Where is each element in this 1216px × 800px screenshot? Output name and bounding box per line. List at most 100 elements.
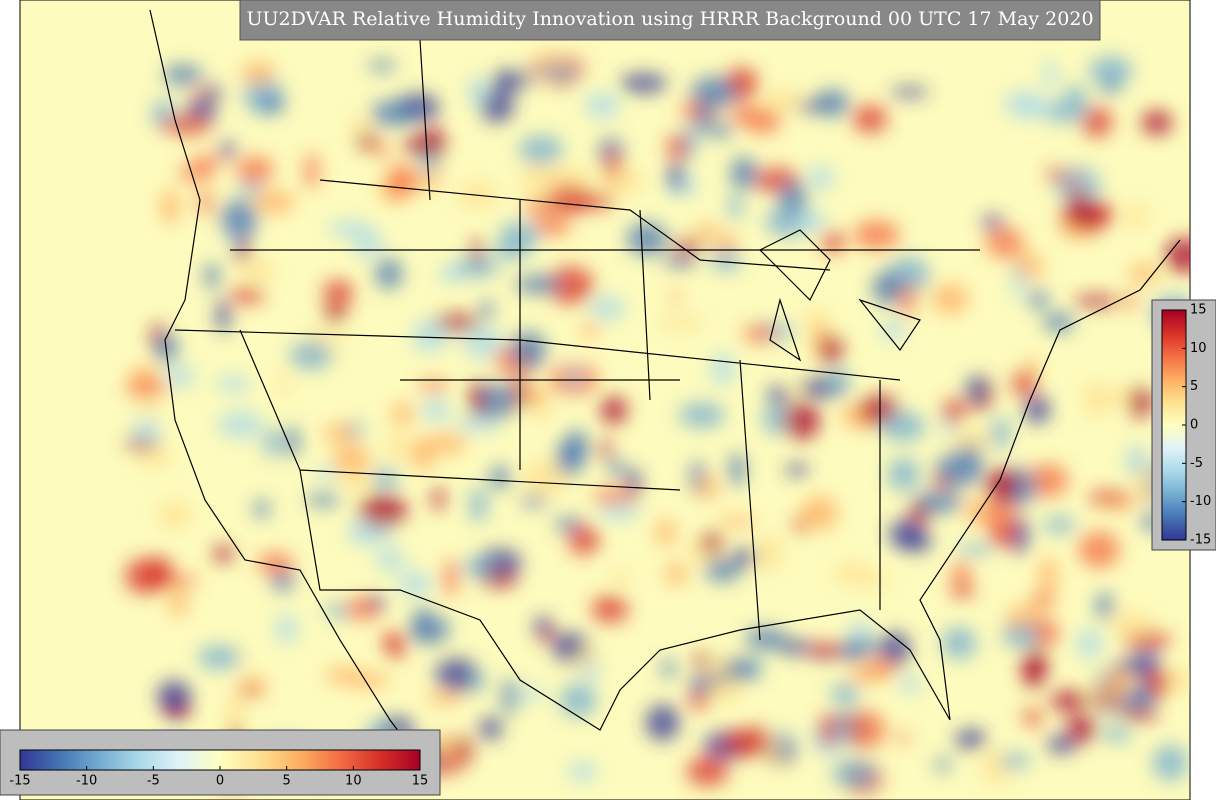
field-blob [713, 233, 739, 255]
field-blob [743, 107, 782, 134]
field-blob [600, 396, 628, 425]
field-blob [230, 286, 265, 304]
field-blob [469, 486, 488, 523]
field-blob [323, 279, 353, 308]
field-blob [215, 375, 251, 393]
field-blob [990, 417, 1011, 450]
field-blob [733, 547, 757, 567]
field-blob [1095, 591, 1114, 621]
field-blob [370, 100, 418, 126]
field-blob [1106, 668, 1135, 690]
field-blob [165, 365, 195, 388]
field-blob [125, 380, 167, 398]
field-blob [607, 458, 624, 477]
field-blob [831, 759, 877, 788]
field-blob [846, 710, 886, 749]
field-blob [1011, 371, 1037, 397]
field-blob [489, 465, 511, 490]
colorbar-tick-label: 5 [1190, 379, 1198, 394]
field-blob [592, 488, 638, 506]
field-blob [900, 285, 916, 318]
field-blob [1082, 382, 1113, 416]
field-blob [598, 502, 640, 521]
field-blob [342, 470, 370, 493]
field-blob [663, 256, 698, 267]
field-blob [604, 147, 621, 183]
field-blob [778, 640, 815, 655]
field-blob [454, 415, 501, 432]
field-blob [686, 756, 729, 787]
field-blob [157, 501, 192, 529]
field-blob [955, 729, 987, 750]
field-blob [767, 386, 790, 405]
field-blob [692, 224, 720, 237]
field-blob [471, 671, 486, 693]
field-blob [756, 535, 782, 571]
field-blob [559, 683, 597, 718]
colorbars: -15 -10 -5 0 5 10 15 15 10 5 0 -5 -10 -15 [9, 303, 1211, 789]
field-blob [887, 457, 920, 492]
field-blob [216, 298, 230, 333]
field-blob [664, 562, 688, 585]
field-blob [941, 627, 977, 660]
field-blob [861, 660, 899, 673]
colorbar-tick-label: -5 [1190, 456, 1203, 471]
field-blob [480, 299, 494, 321]
field-blob [546, 184, 591, 215]
field-blob [743, 325, 776, 343]
field-blob [515, 275, 561, 294]
colorbar-tick-label: 5 [283, 774, 291, 789]
field-blob [589, 296, 625, 321]
field-blob [564, 429, 589, 465]
field-blob [1043, 516, 1076, 534]
field-blob [443, 559, 458, 597]
field-blob [990, 524, 1015, 548]
field-blob [1121, 294, 1138, 309]
field-blob [880, 411, 926, 442]
field-blob [1081, 106, 1113, 138]
field-blob [1089, 56, 1133, 86]
field-blob [872, 270, 904, 306]
field-blob [1012, 262, 1025, 300]
title-box [239, 0, 1101, 41]
field-blob [422, 397, 450, 423]
field-blob [411, 319, 448, 353]
colorbar-tick-label: -15 [9, 774, 30, 789]
field-blob [728, 193, 743, 221]
field-blob [470, 379, 486, 418]
field-blob [801, 495, 838, 531]
field-blob [568, 761, 597, 782]
field-blob [744, 627, 788, 651]
field-blob [985, 227, 1024, 258]
field-blob [523, 199, 554, 215]
field-blob [165, 115, 211, 137]
field-blob [317, 466, 337, 483]
field-blob [1094, 205, 1115, 225]
field-blob [323, 423, 356, 443]
field-blob [832, 563, 875, 585]
field-blob [386, 430, 407, 462]
field-blob [258, 95, 285, 114]
field-blob [519, 387, 550, 403]
field-blob [807, 166, 835, 190]
field-blob [547, 266, 594, 305]
field-blob [1076, 628, 1103, 659]
map-title: UU2DVAR Relative Humidity Innovation usi… [246, 8, 1093, 30]
field-blob [323, 307, 347, 323]
field-blob [1021, 709, 1043, 722]
field-blob [981, 215, 1004, 230]
field-blob [372, 467, 399, 489]
field-blob [518, 135, 564, 165]
field-blob [257, 552, 294, 575]
field-blob [985, 468, 1019, 501]
field-blob [667, 134, 688, 160]
colorbar-tick-label: 15 [1190, 303, 1207, 318]
field-blob [204, 262, 220, 291]
field-blob [591, 595, 629, 624]
colorbar-tick-label: 0 [216, 774, 224, 789]
field-blob [581, 320, 598, 340]
field-blob [520, 495, 548, 507]
field-blob [691, 675, 727, 687]
field-blob [1087, 687, 1127, 706]
field-blob [135, 450, 173, 467]
